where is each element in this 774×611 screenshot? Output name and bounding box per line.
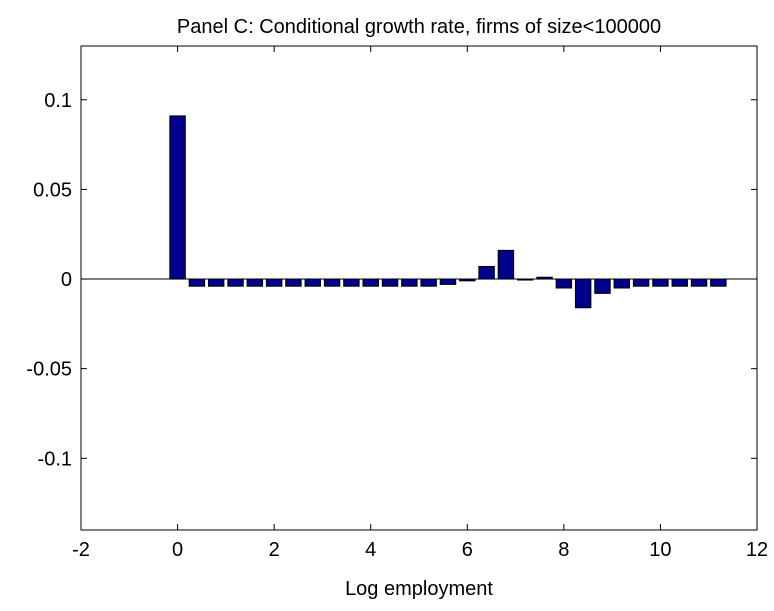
bar <box>323 278 341 287</box>
bar <box>555 278 573 289</box>
plot-area: -2 0 2 4 6 8 10 12 -0.1 -0.05 0 0.05 0.1 <box>26 45 768 561</box>
bar <box>227 278 244 287</box>
bar <box>497 249 515 280</box>
bar <box>478 265 495 280</box>
plot-frame <box>80 45 758 531</box>
bar <box>652 278 669 287</box>
x-tick-label: 10 <box>649 539 671 561</box>
x-tick-label: 2 <box>269 539 280 561</box>
y-tick-label: 0.1 <box>44 90 72 112</box>
chart-title: Panel C: Conditional growth rate, firms … <box>177 16 661 38</box>
bar <box>459 278 476 282</box>
bar <box>517 278 534 281</box>
bar <box>401 278 418 287</box>
bar <box>420 278 437 287</box>
x-tick-label: 8 <box>558 539 569 561</box>
bar <box>439 278 457 285</box>
bar <box>632 278 650 287</box>
y-tick-label: 0.05 <box>33 179 72 201</box>
bar <box>574 278 592 309</box>
y-tick-label: -0.05 <box>26 359 72 381</box>
bar <box>285 278 302 287</box>
x-tick-label: -2 <box>72 539 90 561</box>
bar <box>536 276 553 280</box>
bar <box>207 278 225 287</box>
bar <box>304 278 321 287</box>
bar <box>710 278 727 287</box>
x-tick-label: 4 <box>365 539 376 561</box>
y-tick-label: 0 <box>61 269 72 291</box>
bar <box>188 278 206 287</box>
x-tick-label: 12 <box>746 539 768 561</box>
bar <box>381 278 399 287</box>
x-tick-label: 6 <box>462 539 473 561</box>
bar <box>613 278 631 289</box>
x-tick-label: 0 <box>172 539 183 561</box>
y-tick-label: -0.1 <box>38 448 72 470</box>
x-axis-label: Log employment <box>345 578 493 600</box>
bar <box>169 115 186 280</box>
bar <box>265 278 283 287</box>
bar <box>362 278 379 287</box>
bar <box>594 278 611 294</box>
bar <box>343 278 360 287</box>
bar <box>671 278 688 287</box>
bar <box>246 278 264 287</box>
bar <box>690 278 708 287</box>
